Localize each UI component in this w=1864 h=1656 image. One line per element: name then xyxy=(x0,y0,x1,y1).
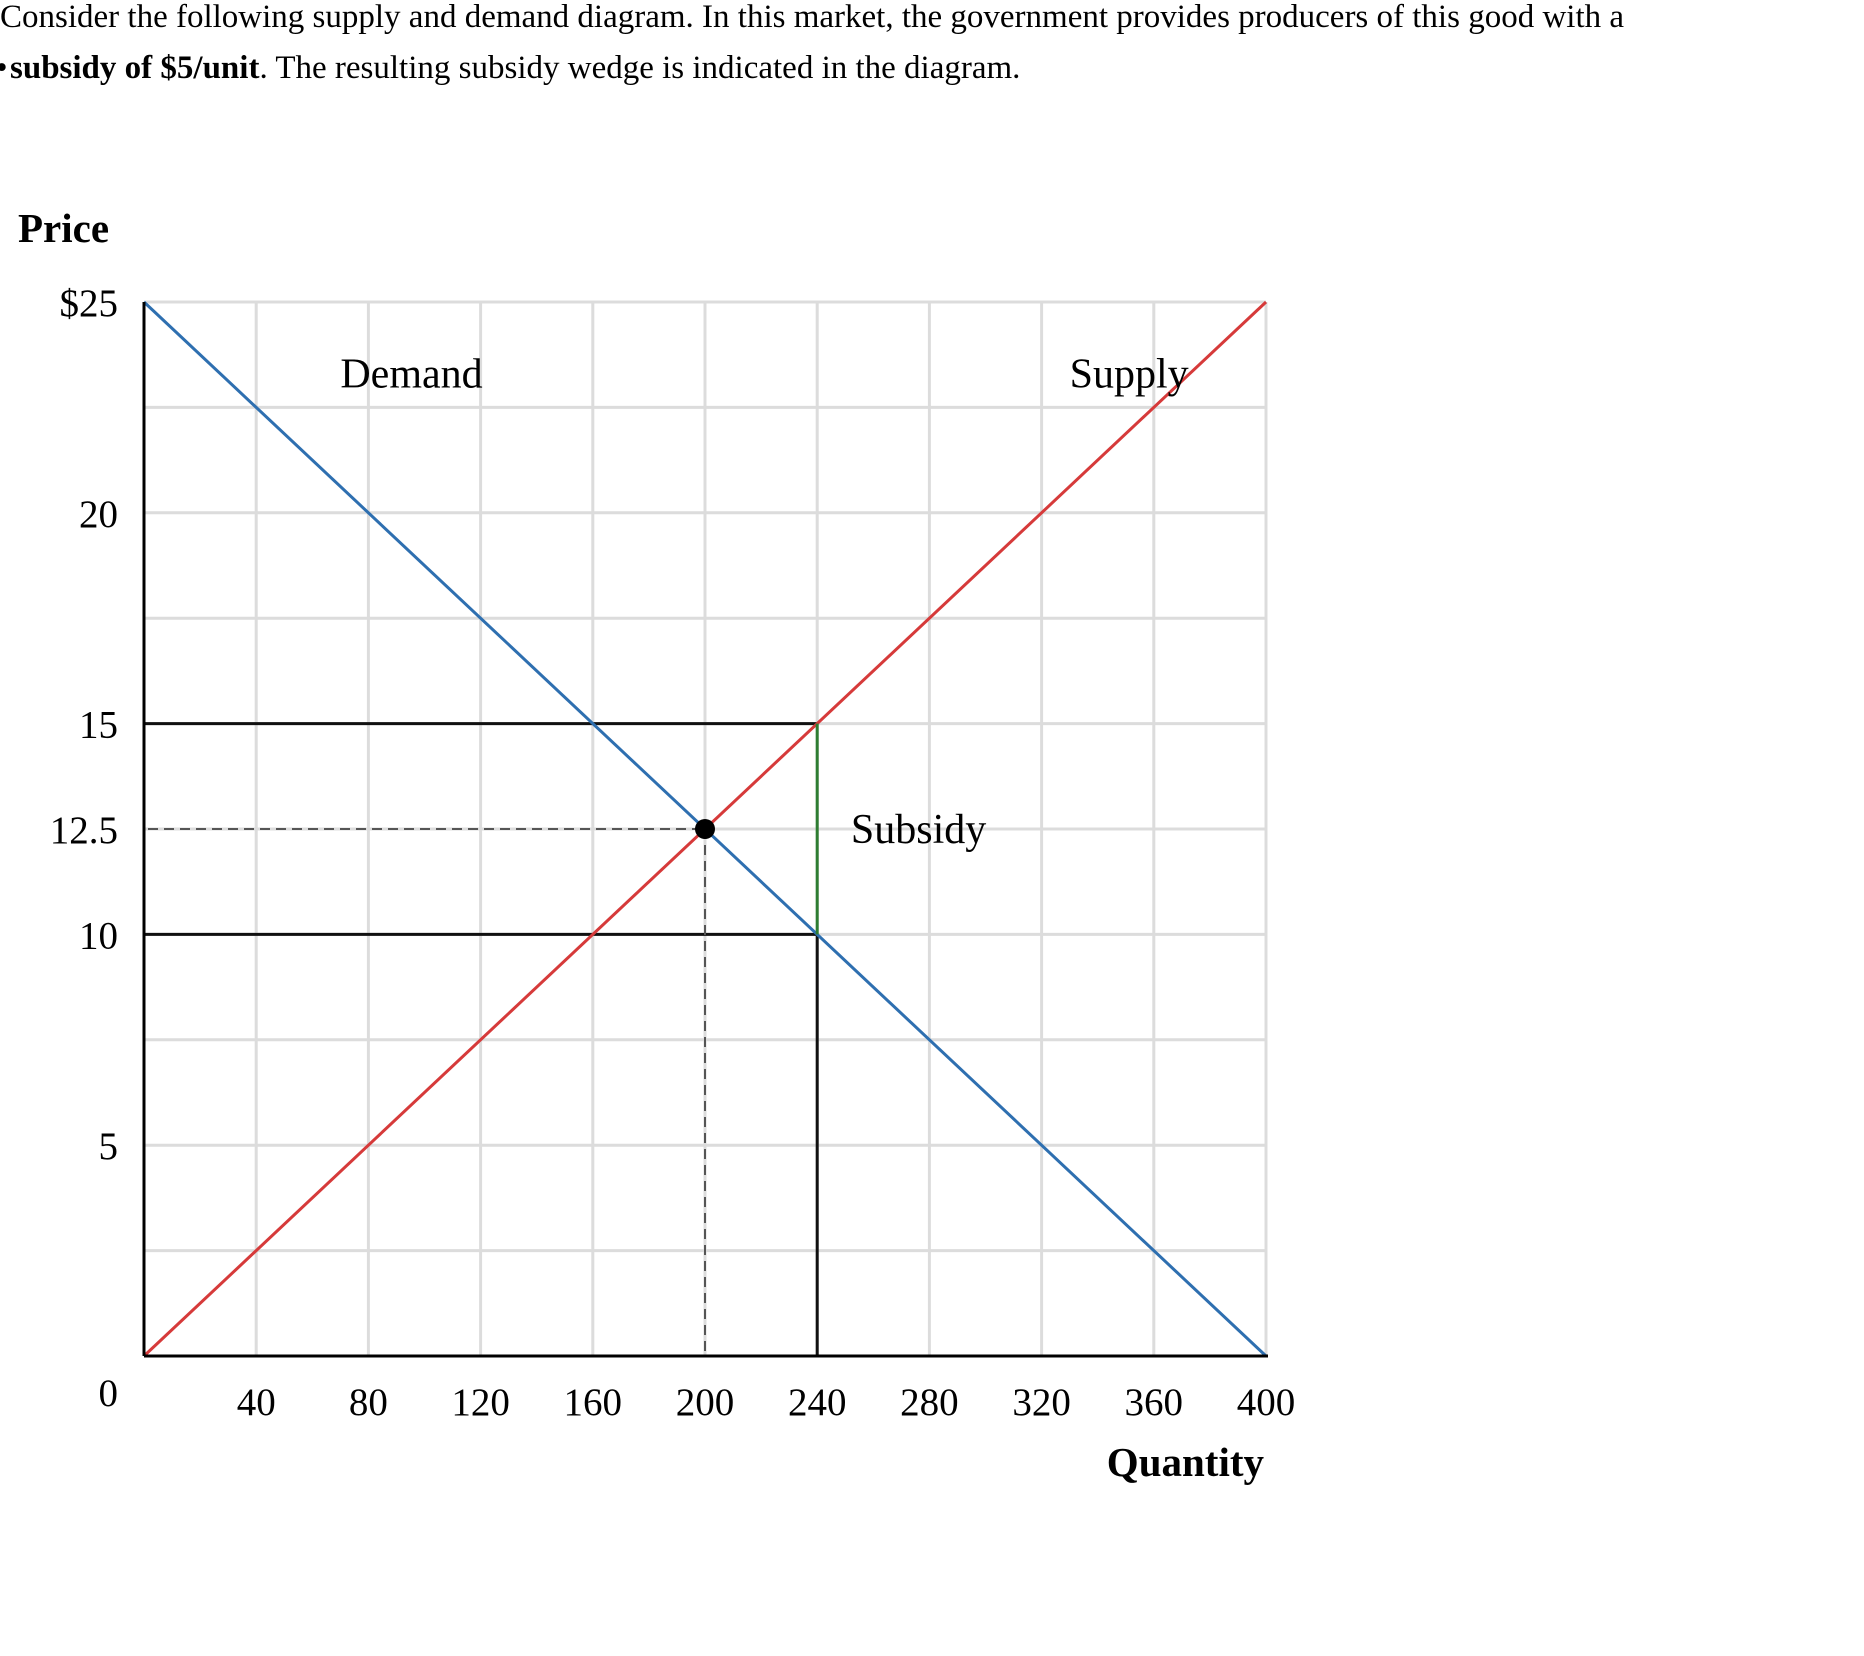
intro-line-2: •subsidy of $5/unit. The resulting subsi… xyxy=(0,43,1840,94)
x-tick-label: 280 xyxy=(900,1381,959,1424)
y-tick-label: 12.5 xyxy=(50,809,118,852)
y-tick-label: 5 xyxy=(99,1125,119,1168)
tick-labels: $25 20 15 12.5 10 5 0 40 80 120 160 200 240 280 320 360… xyxy=(50,282,1296,1424)
x-tick-label: 40 xyxy=(237,1381,276,1424)
y-tick-label: 20 xyxy=(79,493,118,536)
equilibrium-point xyxy=(695,819,715,839)
subsidy-amount-bold: subsidy of $5/unit xyxy=(10,50,260,86)
intro-line-1: Consider the following supply and demand… xyxy=(0,0,1625,35)
bullet-marker: • xyxy=(0,43,10,94)
x-tick-label: 400 xyxy=(1237,1381,1296,1424)
x-tick-label: 160 xyxy=(564,1381,623,1424)
question-intro: Consider the following supply and demand… xyxy=(0,0,1840,94)
reference-lines xyxy=(144,722,819,1356)
axes xyxy=(142,302,1268,1358)
x-tick-label: 240 xyxy=(788,1381,847,1424)
x-tick-label: 120 xyxy=(451,1381,510,1424)
demand-label: Demand xyxy=(340,352,482,398)
x-tick-label: 320 xyxy=(1012,1381,1071,1424)
subsidy-label: Subsidy xyxy=(851,807,986,853)
intro-line-2-rest: . The resulting subsidy wedge is indicat… xyxy=(259,50,1021,86)
x-tick-label: 80 xyxy=(349,1381,388,1424)
chart-labels: Price Quantity Demand Supply Subsidy xyxy=(18,205,1264,1485)
y-tick-label: $25 xyxy=(60,282,119,325)
y-axis-title: Price xyxy=(18,205,109,251)
x-tick-label: 360 xyxy=(1125,1381,1184,1424)
curves xyxy=(142,300,1268,1358)
y-tick-label: 0 xyxy=(99,1372,119,1415)
y-tick-label: 10 xyxy=(79,914,118,957)
x-tick-label: 200 xyxy=(676,1381,735,1424)
x-axis-title: Quantity xyxy=(1107,1439,1265,1485)
supply-label: Supply xyxy=(1070,352,1189,398)
y-tick-label: 15 xyxy=(79,704,118,747)
